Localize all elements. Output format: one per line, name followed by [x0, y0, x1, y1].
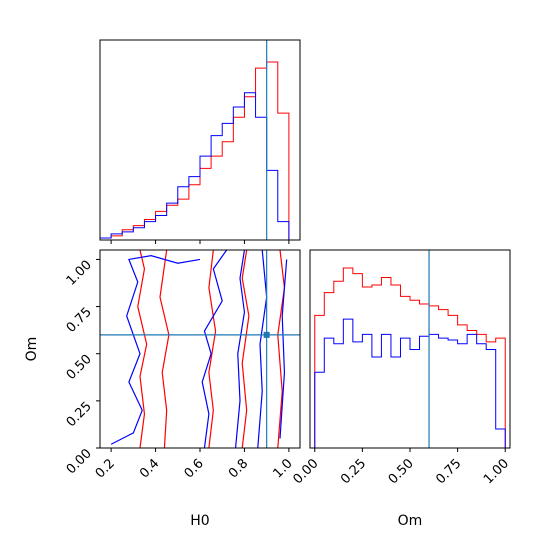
h0-histogram-series-1 [99, 61, 300, 241]
contour-series-1-line-1 [137, 250, 148, 448]
h0-axes-frame [99, 39, 301, 241]
joint-y-tick-label: 0.00 [64, 446, 95, 477]
contour-series-2-line-2 [201, 250, 228, 448]
om-marginal-panel: 0.00 0.25 0.50 0.75 1.00 Om [291, 249, 512, 529]
x-axis-label-h0: H0 [190, 513, 209, 529]
contour-lines [110, 250, 288, 448]
joint-x-tick-label: 0.6 [182, 456, 207, 481]
joint-y-tick-label: 1.00 [64, 258, 95, 289]
om-x-tick-label: 0.50 [386, 456, 417, 487]
om-x-tick-label: 0.75 [433, 456, 464, 487]
om-x-tick-label: 0.00 [291, 456, 322, 487]
om-x-tick-label: 0.25 [338, 456, 369, 487]
joint-x-tick-label: 0.2 [93, 456, 118, 481]
x-axis-label-om: Om [398, 513, 423, 529]
joint-axes-frame [99, 249, 301, 449]
om-histogram-series-2 [314, 318, 506, 448]
om-x-tick-label: 1.00 [481, 456, 512, 487]
contour-series-1-line-2 [159, 250, 170, 448]
h0-marginal-panel [99, 39, 301, 244]
joint-truth-marker [263, 331, 270, 338]
contour-series-1-line-3 [208, 250, 217, 448]
contour-series-2-line-3 [234, 250, 246, 448]
om-histogram-series-1 [314, 267, 506, 448]
joint-x-tick-label: 0.4 [137, 456, 162, 481]
contour-series-2-line-4 [257, 250, 268, 448]
contour-series-2-line-1 [110, 255, 201, 445]
joint-y-tick-label: 0.25 [64, 399, 95, 430]
joint-y-tick-label: 0.75 [64, 305, 95, 336]
joint-x-tick-label: 0.8 [226, 456, 251, 481]
h0-histogram-series-2 [99, 92, 300, 241]
joint-y-tick-label: 0.50 [64, 352, 95, 383]
y-axis-label-om: Om [24, 337, 40, 362]
contour-series-2-line-5 [279, 259, 288, 439]
contour-series-1-line-4 [241, 250, 250, 448]
